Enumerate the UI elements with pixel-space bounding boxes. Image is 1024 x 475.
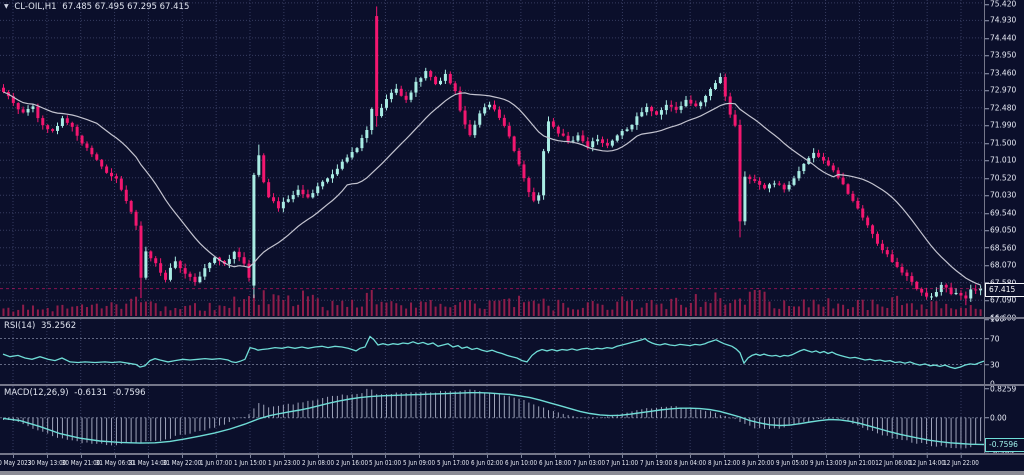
time-tick-label: 12 Jun 06:00 bbox=[875, 455, 912, 467]
rsi-value: 35.2562 bbox=[40, 321, 77, 331]
macd-tick-label: 0.00 bbox=[985, 412, 1007, 422]
time-tick-label: 6 Jun 02:00 bbox=[470, 455, 503, 467]
time-tick-label: 1 Jun 07:00 bbox=[200, 455, 233, 467]
chevron-down-icon: ▼ bbox=[4, 3, 9, 10]
rsi-tick-label: 70 bbox=[985, 333, 1000, 343]
price-tick-label: 71.500 bbox=[984, 138, 1017, 148]
time-tick-label: 6 Jun 10:00 bbox=[504, 455, 537, 467]
time-tick-label: 30 May 2023 bbox=[0, 455, 31, 467]
price-tick-label: 72.970 bbox=[984, 85, 1017, 95]
panel-separator[interactable] bbox=[0, 317, 1024, 319]
price-tick-label: 73.950 bbox=[984, 50, 1017, 60]
macd-tick-label: 0.8259 bbox=[984, 383, 1017, 393]
time-tick-label: 31 May 06:00 bbox=[95, 455, 134, 467]
price-tick-label: 71.010 bbox=[984, 155, 1017, 165]
price-chart-canvas[interactable] bbox=[0, 0, 984, 317]
rsi-panel-canvas[interactable] bbox=[0, 319, 984, 384]
time-tick-label: 2 Jun 08:00 bbox=[301, 455, 334, 467]
time-tick-label: 9 Jun 21:00 bbox=[843, 455, 876, 467]
time-tick-label: 8 Jun 04:00 bbox=[674, 455, 707, 467]
time-tick-label: 9 Jun 13:00 bbox=[809, 455, 842, 467]
price-tick-label: 75.420 bbox=[984, 0, 1017, 9]
price-tick-label: 74.440 bbox=[984, 33, 1017, 43]
price-tick-label: 69.050 bbox=[984, 225, 1017, 235]
time-tick-label: 5 Jun 01:00 bbox=[369, 455, 402, 467]
price-tick-label: 73.460 bbox=[984, 68, 1017, 78]
price-tick-label: 68.560 bbox=[984, 242, 1017, 252]
time-tick-label: 9 Jun 05:00 bbox=[775, 455, 808, 467]
symbol-ohlc-label: ▼ CL-OIL,H1 67.485 67.495 67.295 67.415 bbox=[4, 3, 192, 12]
time-tick-label: 2 Jun 16:00 bbox=[335, 455, 368, 467]
time-tick-label: 7 Jun 11:00 bbox=[606, 455, 639, 467]
macd-value-badge: -0.7596 bbox=[985, 438, 1024, 452]
rsi-indicator-label: RSI(14) 35.2562 bbox=[4, 322, 79, 331]
rsi-name: RSI(14) bbox=[4, 321, 36, 331]
price-tick-label: 69.540 bbox=[984, 208, 1017, 217]
price-tick-label: 72.480 bbox=[984, 103, 1017, 113]
macd-signal-value: -0.7596 bbox=[112, 388, 146, 398]
time-tick-label: 5 Jun 17:00 bbox=[437, 455, 470, 467]
time-tick-label: 30 May 13:00 bbox=[27, 455, 67, 467]
time-tick-label: 12 Jun 14:00 bbox=[909, 455, 945, 467]
price-tick-label: 74.930 bbox=[984, 15, 1017, 25]
time-tick-label: 5 Jun 09:00 bbox=[403, 455, 436, 467]
rsi-tick-label: 30 bbox=[985, 359, 1000, 369]
window-bottom-edge bbox=[0, 471, 1024, 475]
time-tick-label: 6 Jun 18:00 bbox=[538, 455, 571, 467]
time-tick-label: 1 Jun 23:00 bbox=[267, 455, 300, 467]
time-tick-label: 31 May 22:00 bbox=[163, 455, 202, 467]
current-price-badge: 67.415 bbox=[985, 283, 1024, 297]
price-tick-label: 70.520 bbox=[984, 173, 1017, 183]
ohlc-values: 67.485 67.495 67.295 67.415 bbox=[62, 2, 190, 12]
macd-panel-canvas[interactable] bbox=[0, 386, 984, 453]
time-tick-label: 12 Jun 22:00 bbox=[943, 455, 979, 467]
time-tick-label: 7 Jun 03:00 bbox=[572, 455, 605, 467]
panel-separator[interactable] bbox=[0, 384, 1024, 386]
time-tick-label: 30 May 21:00 bbox=[61, 455, 100, 467]
price-tick-label: 71.990 bbox=[984, 120, 1017, 130]
time-tick-label: 7 Jun 19:00 bbox=[640, 455, 673, 467]
panel-separator[interactable] bbox=[0, 453, 1024, 455]
price-axis[interactable]: 75.420 74.930 74.440 73.950 73.460 72.970 72.4… bbox=[984, 0, 1024, 455]
price-tick-label: 67.580 bbox=[984, 279, 1016, 287]
price-tick-label: 67.090 bbox=[984, 295, 1017, 305]
macd-indicator-label: MACD(12,26,9) -0.6131 -0.7596 bbox=[4, 389, 149, 398]
price-tick-label: 68.070 bbox=[984, 260, 1017, 270]
time-tick-label: 8 Jun 12:00 bbox=[707, 455, 740, 467]
symbol-name: CL-OIL,H1 bbox=[14, 2, 57, 12]
time-tick-label: 8 Jun 20:00 bbox=[741, 455, 774, 467]
price-tick-label: 70.030 bbox=[984, 190, 1017, 200]
macd-name: MACD(12,26,9) bbox=[4, 388, 69, 398]
time-tick-label: 1 Jun 15:00 bbox=[233, 455, 266, 467]
macd-main-value: -0.6131 bbox=[74, 388, 108, 398]
